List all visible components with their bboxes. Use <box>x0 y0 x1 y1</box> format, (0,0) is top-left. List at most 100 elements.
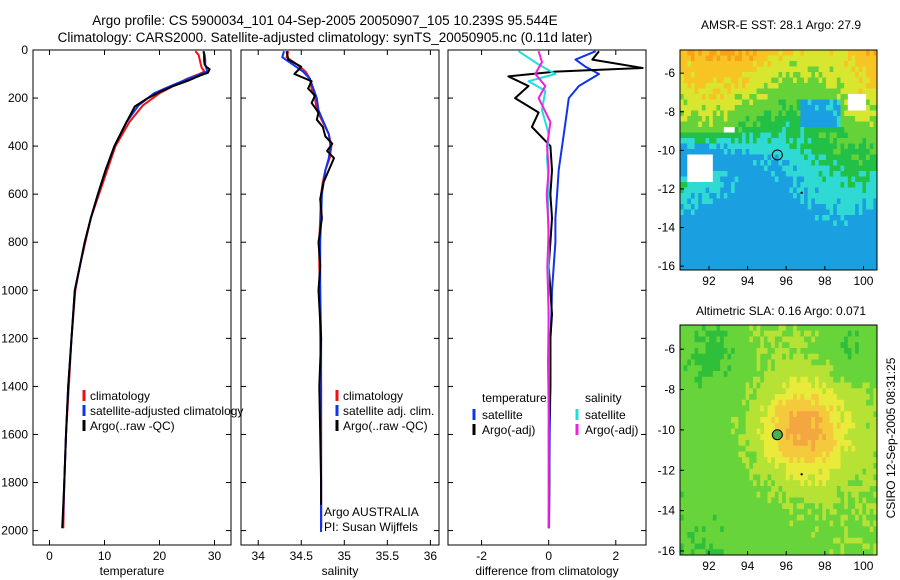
sla-map-cell <box>851 417 856 424</box>
sst-map-cell <box>869 226 874 232</box>
sla-map-cell <box>855 468 860 475</box>
sst-map-cell <box>701 231 706 238</box>
sla-map-cell <box>800 468 805 475</box>
sst-map-cell <box>833 237 838 243</box>
sla-map-cell <box>851 371 856 378</box>
sst-map-cell <box>731 171 736 177</box>
sst-map-cell <box>785 253 790 260</box>
sst-map-cell <box>723 198 728 205</box>
sla-map-cell <box>796 445 801 452</box>
sla-map-cell <box>862 520 867 527</box>
sla-map-cell <box>814 325 820 332</box>
sst-map-cell <box>756 193 761 199</box>
sla-map-cell <box>804 457 809 464</box>
sla-map-cell <box>690 549 695 556</box>
sst-map-cell <box>793 220 798 227</box>
sst-map-xtick-label: 94 <box>741 274 755 288</box>
sst-map-cell <box>814 143 820 150</box>
sst-map-cell <box>833 264 838 271</box>
sst-map-cell <box>822 143 827 150</box>
sla-map-cell <box>698 359 703 366</box>
sst-map-cell <box>807 198 812 205</box>
sst-map-cell <box>709 253 714 260</box>
sst-map-cell <box>687 132 692 139</box>
sla-map-cell <box>712 394 717 401</box>
sst-map-cell <box>774 99 779 106</box>
sst-map-cell <box>720 132 725 139</box>
sla-map-cell <box>836 428 841 435</box>
sst-map-cell <box>756 209 761 216</box>
sst-map-cell <box>869 116 874 122</box>
sst-map-cell <box>873 253 878 260</box>
sla-map-cell <box>829 463 834 470</box>
sst-map-cell <box>720 160 725 166</box>
sla-map-cell <box>771 330 776 337</box>
sla-map-cell <box>680 330 685 337</box>
sla-map-cell <box>690 486 695 493</box>
sla-map-cell <box>752 514 758 521</box>
sst-map-cell <box>709 116 714 122</box>
sst-map-cell <box>727 154 732 161</box>
sst-map-cell <box>807 83 812 89</box>
sst-map-cell <box>690 72 695 78</box>
sst-map-cell <box>752 231 758 238</box>
sst-map-cell <box>855 66 860 73</box>
sst-map-cell <box>822 55 827 62</box>
sla-map-cell <box>694 376 699 383</box>
sla-map-cell <box>734 457 739 464</box>
sst-map-cell <box>814 77 820 84</box>
sla-map-cell <box>709 509 714 516</box>
sla-map-cell <box>833 480 838 487</box>
sst-map-cell <box>774 253 779 260</box>
sla-map-cell <box>833 428 838 435</box>
sla-map-cell <box>690 440 695 447</box>
sla-map-cell <box>836 468 841 475</box>
sst-map-cell <box>774 105 779 111</box>
sla-map-cell <box>767 537 772 544</box>
sst-map-cell <box>709 165 714 172</box>
sla-map-cell <box>782 543 787 550</box>
sla-map-cell <box>742 399 747 406</box>
sst-map-cell <box>800 99 805 106</box>
sst-map-cell <box>862 88 867 95</box>
sst-map-cell <box>698 143 703 150</box>
temperature-series-2 <box>61 51 211 529</box>
temperature-ytick-label: 800 <box>8 235 28 249</box>
sla-map-cell <box>851 353 856 360</box>
sla-map-cell <box>844 480 849 487</box>
sst-map-cell <box>789 160 794 166</box>
sst-map-cell <box>855 215 860 221</box>
sla-map-cell <box>796 451 801 458</box>
sla-map-cell <box>760 486 765 493</box>
sst-map-cell <box>705 182 710 188</box>
sst-map-cell <box>785 165 790 172</box>
sla-map-cell <box>807 330 812 337</box>
sla-map-cell <box>800 509 805 516</box>
sla-map-cell <box>814 509 820 516</box>
sla-map-cell <box>822 486 827 493</box>
sla-map-cell <box>720 434 725 441</box>
sst-map-cell <box>694 259 699 265</box>
sst-map-cell <box>789 209 794 216</box>
sla-map-cell <box>716 497 721 504</box>
sla-map-cell <box>851 543 856 550</box>
sst-map-cell <box>752 149 758 155</box>
sla-map-cell <box>778 503 783 510</box>
sst-map-cell <box>727 204 732 210</box>
sst-map-cell <box>800 55 805 62</box>
sst-map-cell <box>840 143 845 150</box>
sst-map-cell <box>782 248 787 254</box>
sla-map-cell <box>800 342 805 349</box>
sla-map-cell <box>862 451 867 458</box>
sla-map-cell <box>844 497 849 504</box>
sst-map-cell <box>698 171 703 177</box>
sst-map-cell <box>793 132 798 139</box>
sla-map-cell <box>745 348 750 355</box>
sla-map-cell <box>734 445 739 452</box>
sla-map-cell <box>705 549 710 556</box>
sla-map-cell <box>687 451 692 458</box>
sla-map-cell <box>829 336 834 343</box>
sla-map-cell <box>818 440 823 447</box>
sla-map-cell <box>720 365 725 372</box>
sst-map-cell <box>796 237 801 243</box>
